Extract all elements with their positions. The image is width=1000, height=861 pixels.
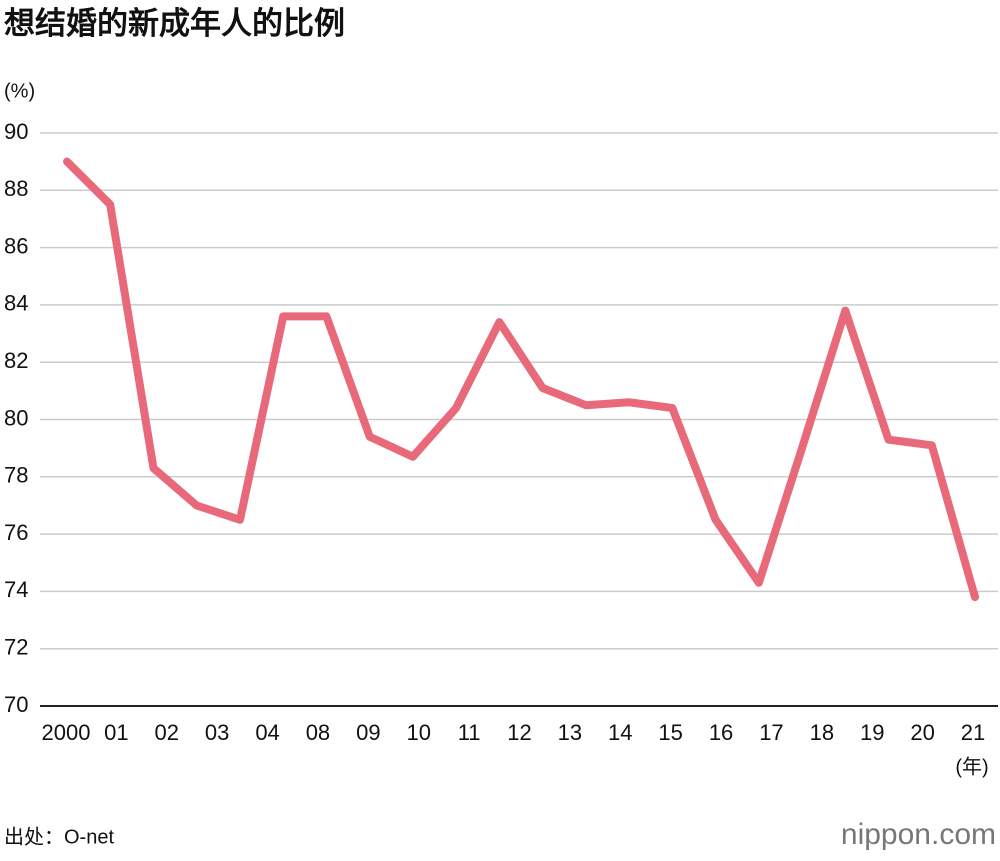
x-tick-label: 12 xyxy=(507,720,531,745)
x-tick-label: 17 xyxy=(759,720,783,745)
x-tick-label: 19 xyxy=(860,720,884,745)
y-tick-label: 90 xyxy=(4,119,28,144)
x-tick-label: 14 xyxy=(608,720,632,745)
y-tick-label: 82 xyxy=(4,348,28,373)
source: 出处：O-net xyxy=(4,825,114,848)
y-tick-label: 72 xyxy=(4,635,28,660)
x-tick-label: 02 xyxy=(155,720,179,745)
y-tick-label: 80 xyxy=(4,405,28,430)
chart-title: 想结婚的新成年人的比例 xyxy=(4,6,345,41)
x-tick-label: 2000 xyxy=(42,720,91,745)
x-tick-label: 03 xyxy=(205,720,229,745)
x-tick-label: 09 xyxy=(356,720,380,745)
x-tick-label: 13 xyxy=(558,720,582,745)
y-unit: (%) xyxy=(4,80,35,102)
x-tick-label: 01 xyxy=(104,720,128,745)
x-tick-label: 04 xyxy=(255,720,279,745)
x-tick-label: 20 xyxy=(910,720,934,745)
x-tick-label: 18 xyxy=(810,720,834,745)
x-tick-label: 10 xyxy=(406,720,430,745)
y-tick-label: 88 xyxy=(4,176,28,201)
x-tick-label: 08 xyxy=(306,720,330,745)
y-tick-label: 76 xyxy=(4,520,28,545)
brand: nippon.com xyxy=(841,818,996,851)
x-tick-label: 15 xyxy=(658,720,682,745)
y-tick-label: 86 xyxy=(4,233,28,258)
x-tick-label: 16 xyxy=(709,720,733,745)
x-unit: (年) xyxy=(955,755,988,778)
x-tick-label: 11 xyxy=(458,720,481,745)
y-tick-label: 84 xyxy=(4,291,28,316)
y-tick-label: 74 xyxy=(4,577,28,602)
y-tick-label: 70 xyxy=(4,692,28,717)
x-tick-label: 21 xyxy=(961,720,985,745)
line-series xyxy=(63,157,979,602)
y-tick-label: 78 xyxy=(4,463,28,488)
